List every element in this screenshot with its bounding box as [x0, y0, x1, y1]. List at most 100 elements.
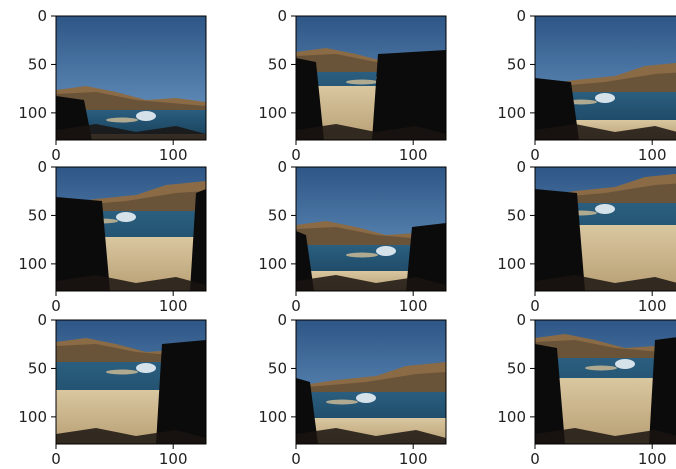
axes-frame — [295, 15, 447, 141]
panel-image — [535, 320, 676, 444]
axes-frame — [534, 319, 676, 445]
rock-left — [535, 344, 565, 444]
y-tick-label: 0 — [37, 7, 47, 25]
rock-right — [372, 50, 446, 140]
foreground-debris — [535, 124, 676, 140]
y-tick-label: 100 — [497, 255, 526, 273]
y-tick-label: 100 — [497, 408, 526, 426]
x-tick-label: 100 — [399, 297, 428, 315]
wave-splash — [595, 93, 615, 103]
wave-splash — [356, 393, 376, 403]
y-tick-label: 100 — [18, 408, 47, 426]
axes-frame — [295, 319, 447, 445]
panel-image — [56, 320, 206, 444]
y-tick-label: 50 — [28, 55, 47, 73]
image-panel: 0 50 100 0 100 — [497, 158, 676, 315]
rock-right — [406, 223, 446, 291]
x-tick-label: 100 — [159, 450, 188, 468]
image-panel: 0 50 100 0 100 — [258, 7, 447, 164]
image-panel: 0 50 100 0 100 — [258, 158, 447, 315]
wave-splash — [116, 212, 136, 222]
foreground-debris — [56, 428, 206, 444]
foreground-debris — [56, 275, 206, 291]
rock-left — [535, 78, 579, 140]
y-tick-label: 0 — [516, 7, 526, 25]
x-tick-label: 100 — [638, 146, 667, 164]
foreground-debris — [296, 428, 446, 444]
x-tick-label: 0 — [51, 450, 61, 468]
y-tick-label: 0 — [516, 158, 526, 176]
wave-splash — [136, 363, 156, 373]
y-tick-label: 50 — [28, 359, 47, 377]
y-tick-label: 0 — [277, 7, 287, 25]
y-tick-label: 50 — [507, 206, 526, 224]
x-tick-label: 0 — [291, 450, 301, 468]
rock-left — [56, 197, 110, 291]
x-tick-label: 100 — [399, 450, 428, 468]
image-panel: 0 50 100 0 100 — [258, 311, 447, 468]
panel-image — [296, 16, 446, 140]
y-tick-label: 100 — [18, 255, 47, 273]
x-tick-label: 100 — [638, 297, 667, 315]
wave-splash — [615, 359, 635, 369]
y-tick-label: 50 — [268, 359, 287, 377]
image-panel: 0 50 100 0 100 — [18, 158, 207, 315]
x-tick-label: 0 — [530, 450, 540, 468]
x-tick-label: 0 — [530, 297, 540, 315]
image-panel: 0 50 100 0 100 — [18, 311, 207, 468]
y-tick-label: 100 — [258, 255, 287, 273]
y-tick-label: 0 — [37, 158, 47, 176]
wave-splash — [136, 111, 156, 121]
panel-image — [296, 167, 446, 291]
y-tick-label: 0 — [516, 311, 526, 329]
y-tick-label: 0 — [277, 311, 287, 329]
rock-left — [296, 58, 324, 140]
x-tick-label: 0 — [291, 297, 301, 315]
foreground-debris — [56, 124, 206, 140]
axes-frame — [534, 166, 676, 292]
y-tick-label: 50 — [507, 55, 526, 73]
rock-left — [535, 189, 585, 291]
foreground-debris — [535, 428, 676, 444]
axes-frame — [55, 166, 207, 292]
y-tick-label: 0 — [277, 158, 287, 176]
x-tick-label: 100 — [159, 146, 188, 164]
y-tick-label: 0 — [37, 311, 47, 329]
axes-frame — [55, 15, 207, 141]
axes-frame — [295, 166, 447, 292]
rock-right — [649, 337, 676, 444]
axes-frame — [534, 15, 676, 141]
x-tick-label: 0 — [51, 297, 61, 315]
x-tick-label: 100 — [399, 146, 428, 164]
x-tick-label: 0 — [291, 146, 301, 164]
y-tick-label: 50 — [507, 359, 526, 377]
wave-splash — [595, 204, 615, 214]
wave-splash — [376, 246, 396, 256]
y-tick-label: 100 — [18, 104, 47, 122]
x-tick-label: 100 — [638, 450, 667, 468]
panel-image — [535, 167, 676, 291]
x-tick-label: 0 — [51, 146, 61, 164]
panel-image — [296, 320, 446, 444]
y-tick-label: 100 — [258, 104, 287, 122]
y-tick-label: 50 — [268, 206, 287, 224]
foreground-debris — [296, 124, 446, 140]
foreground-debris — [535, 275, 676, 291]
rock-left — [296, 231, 314, 291]
panel-image — [535, 16, 676, 140]
y-tick-label: 100 — [258, 408, 287, 426]
image-panel: 0 50 100 0 100 — [497, 311, 676, 468]
image-panel: 0 50 100 0 100 — [18, 7, 207, 164]
axes-frame — [55, 319, 207, 445]
y-tick-label: 50 — [268, 55, 287, 73]
rock-right — [190, 189, 206, 291]
y-tick-label: 100 — [497, 104, 526, 122]
y-tick-label: 50 — [28, 206, 47, 224]
x-tick-label: 100 — [159, 297, 188, 315]
panel-image — [56, 167, 206, 291]
image-panel: 0 50 100 0 100 — [497, 7, 676, 164]
rock-left — [296, 378, 318, 444]
foreground-debris — [296, 275, 446, 291]
rock-right — [156, 340, 206, 444]
